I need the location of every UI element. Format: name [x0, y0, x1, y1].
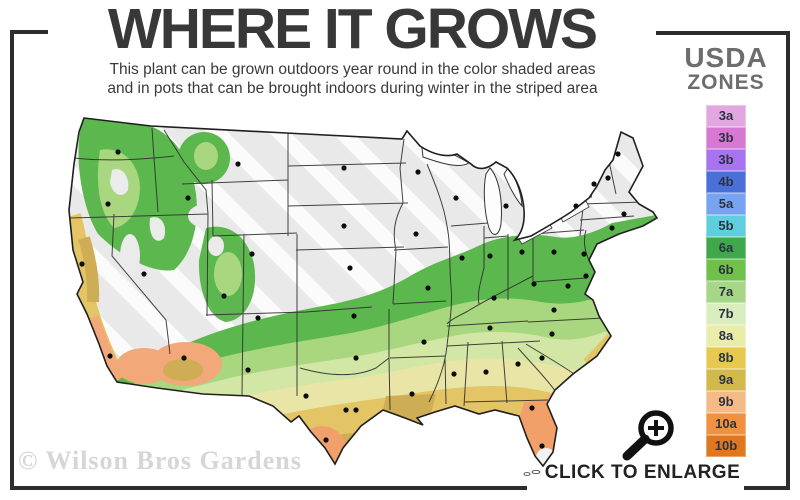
click-to-enlarge-label: CLICK TO ENLARGE	[544, 462, 741, 483]
zone-swatch-7a: 7a	[706, 281, 746, 303]
subtitle-line-1: This plant can be grown outdoors year ro…	[109, 61, 596, 78]
zone-swatch-7b: 7b	[706, 303, 746, 325]
usda-zones-legend: USDA ZONES 3a 3b 3b 4b 5a 5b 6a 6b 7a 7b 8a 8b 9a 9b 1…	[666, 44, 786, 457]
city-dot	[353, 407, 359, 413]
page-subtitle: This plant can be grown outdoors year ro…	[40, 60, 665, 98]
city-dot	[581, 251, 587, 257]
city-dot	[503, 203, 509, 209]
magnifier-zoom-icon	[622, 410, 674, 461]
city-dot	[609, 225, 615, 231]
city-dot	[519, 249, 525, 255]
city-dot	[79, 261, 85, 267]
city-dot	[105, 201, 111, 207]
city-dot	[323, 437, 329, 443]
city-dot	[549, 331, 555, 337]
city-dot	[515, 361, 521, 367]
city-dot	[425, 285, 431, 291]
city-dot	[181, 355, 187, 361]
city-dot	[621, 211, 627, 217]
city-dot	[605, 175, 611, 181]
city-dot	[235, 161, 241, 167]
city-dot	[483, 369, 489, 375]
city-dot	[459, 255, 465, 261]
city-dot	[221, 293, 227, 299]
city-dot	[583, 273, 589, 279]
frame-top-left-segment	[10, 30, 48, 34]
subtitle-line-2: and in pots that can be brought indoors …	[107, 80, 598, 97]
zone-swatch-8a: 8a	[706, 325, 746, 347]
city-dot	[185, 195, 191, 201]
city-dot	[529, 405, 535, 411]
page-title: WHERE IT GROWS	[107, 0, 598, 61]
city-dot	[341, 165, 347, 171]
zone-swatch-3b: 3b	[706, 127, 746, 149]
zone-swatch-8b: 8b	[706, 347, 746, 369]
frame-left-border	[10, 30, 14, 490]
frame-bottom-right-segment	[744, 486, 790, 490]
zone-swatch-10a: 10a	[706, 413, 746, 435]
city-dot	[421, 339, 427, 345]
zone-swatch-5a: 5a	[706, 193, 746, 215]
city-dot	[353, 355, 359, 361]
usda-zone-map[interactable]	[56, 106, 662, 482]
zone-swatch-4b: 4b	[706, 171, 746, 193]
city-dot	[487, 253, 493, 259]
city-dot	[573, 203, 579, 209]
city-dot	[141, 271, 147, 277]
city-dot	[409, 391, 415, 397]
city-dot	[487, 325, 493, 331]
city-markers	[79, 149, 627, 449]
city-dot	[539, 443, 545, 449]
city-dot	[551, 249, 557, 255]
city-dot	[303, 393, 309, 399]
zone-swatch-9b: 9b	[706, 391, 746, 413]
zone-list: 3a 3b 3b 4b 5a 5b 6a 6b 7a 7b 8a 8b 9a 9b 10a 10b	[706, 105, 746, 457]
city-dot	[115, 149, 121, 155]
city-dot	[341, 223, 347, 229]
city-dot	[415, 169, 421, 175]
city-dot	[413, 231, 419, 237]
city-dot	[565, 283, 571, 289]
city-dot	[107, 353, 113, 359]
city-dot	[351, 313, 357, 319]
city-dot	[451, 371, 457, 377]
city-dot	[255, 315, 261, 321]
state-borders	[69, 127, 643, 411]
click-to-enlarge-button[interactable]: CLICK TO ENLARGE	[535, 404, 750, 484]
city-dot	[347, 265, 353, 271]
city-dot	[453, 195, 459, 201]
city-dot	[245, 367, 251, 373]
zone-swatch-9a: 9a	[706, 369, 746, 391]
zone-swatch-6a: 6a	[706, 237, 746, 259]
city-dot	[615, 151, 621, 157]
watermark: © Wilson Bros Gardens	[18, 446, 302, 475]
zone-swatch-6b: 6b	[706, 259, 746, 281]
frame-right-border	[786, 31, 790, 490]
frame-top-right-segment	[656, 31, 790, 35]
zone-swatch-3b: 3b	[706, 149, 746, 171]
legend-title-zones: ZONES	[687, 71, 765, 94]
city-dot	[591, 181, 597, 187]
city-dot	[249, 251, 255, 257]
zone-swatch-10b: 10b	[706, 435, 746, 457]
city-dot	[343, 407, 349, 413]
legend-title-usda: USDA	[684, 42, 768, 73]
zone-swatch-5b: 5b	[706, 215, 746, 237]
city-dot	[551, 307, 557, 313]
zone-swatch-3a: 3a	[706, 105, 746, 127]
city-dot	[491, 295, 497, 301]
frame-bottom-left-segment	[10, 486, 527, 490]
city-dot	[539, 355, 545, 361]
city-dot	[531, 281, 537, 287]
